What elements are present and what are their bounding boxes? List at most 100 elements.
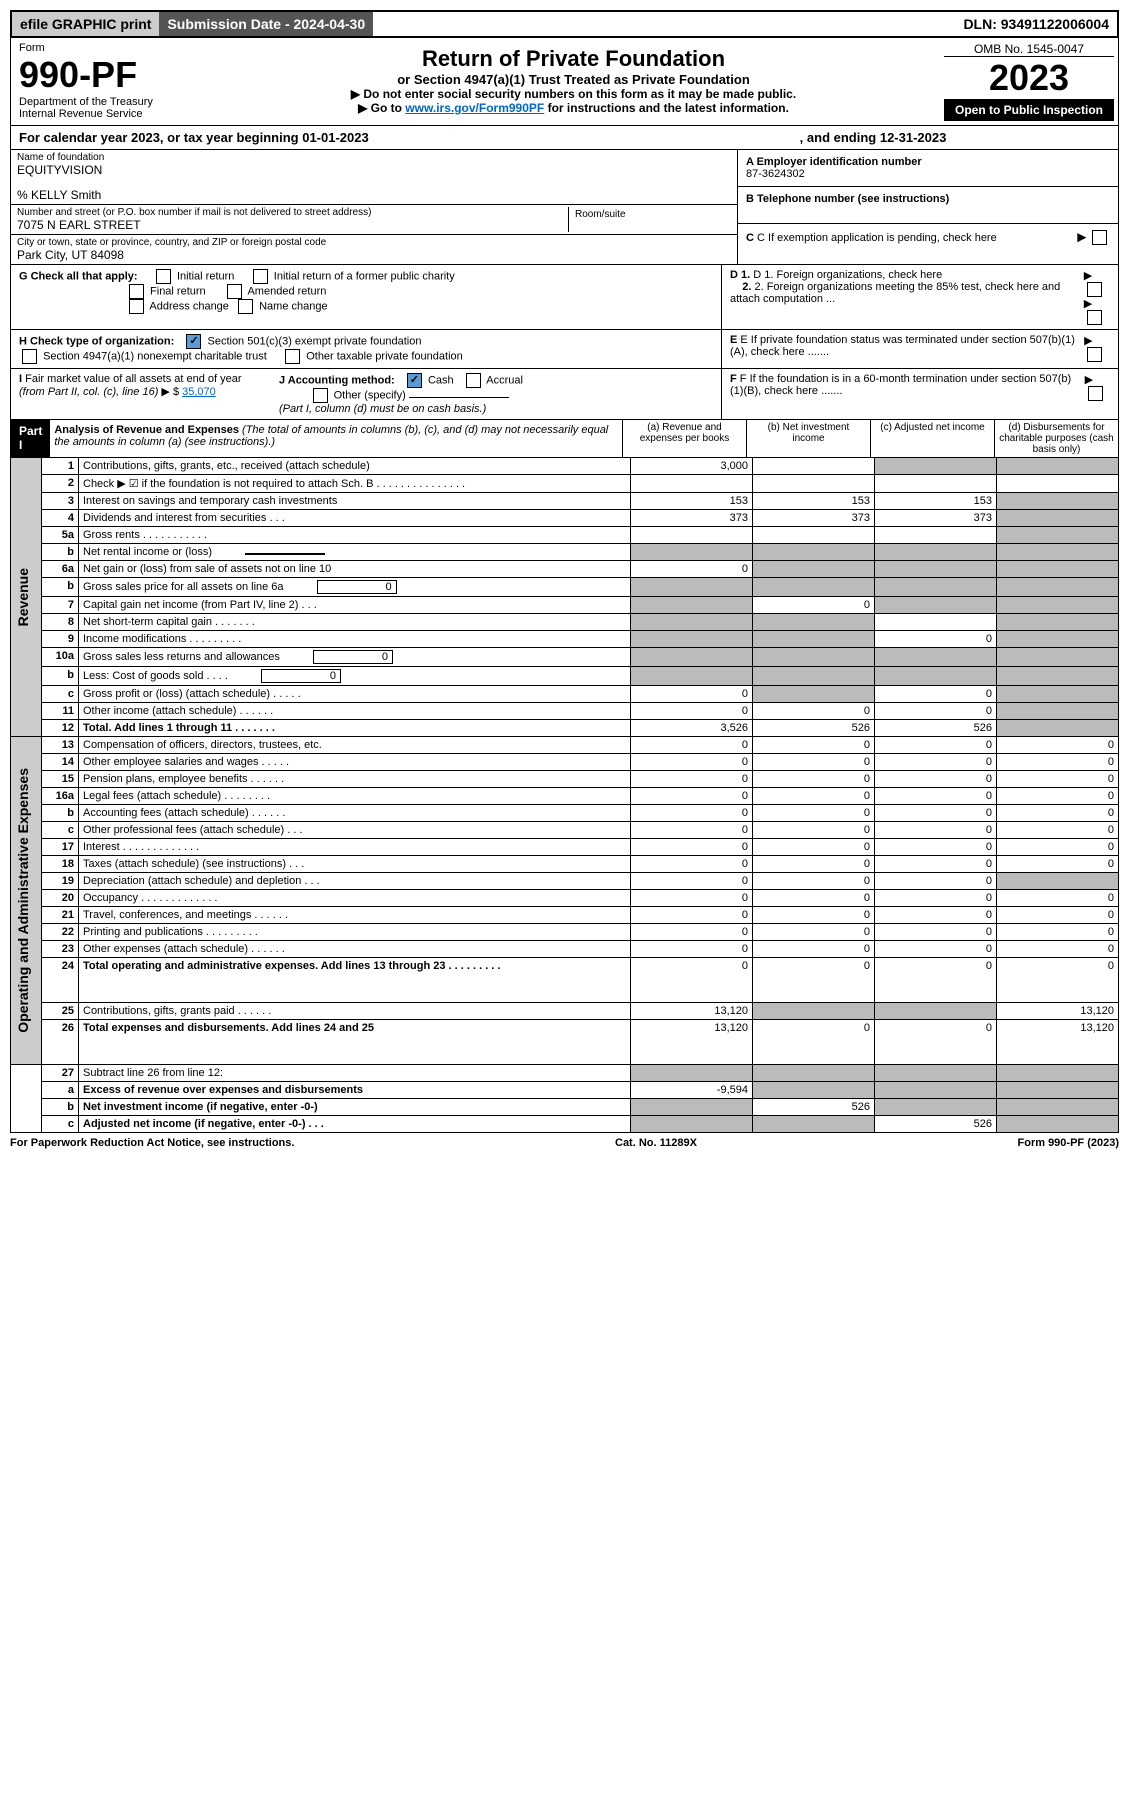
spacer <box>373 20 955 28</box>
cell: 0 <box>997 924 1119 941</box>
part-label: Part I <box>11 420 50 457</box>
line-num: c <box>42 1116 79 1133</box>
checkbox-d1[interactable] <box>1087 282 1102 297</box>
line-desc: Interest . . . . . . . . . . . . . <box>79 839 631 856</box>
cell: 0 <box>997 839 1119 856</box>
checkbox-accrual[interactable] <box>466 373 481 388</box>
table-row: bAccounting fees (attach schedule) . . .… <box>11 805 1119 822</box>
table-row: 10aGross sales less returns and allowanc… <box>11 648 1119 667</box>
pending-row: C C If exemption application is pending,… <box>738 224 1118 251</box>
line-desc: Legal fees (attach schedule) . . . . . .… <box>79 788 631 805</box>
table-row: bNet rental income or (loss) <box>11 544 1119 561</box>
cell <box>631 544 753 561</box>
cell: 0 <box>997 941 1119 958</box>
cell: 0 <box>631 561 753 578</box>
line-num: 18 <box>42 856 79 873</box>
line-num: 11 <box>42 703 79 720</box>
checkbox-c[interactable] <box>1092 230 1107 245</box>
cell <box>753 1082 875 1099</box>
cell <box>997 1082 1119 1099</box>
checkbox-g4[interactable] <box>227 284 242 299</box>
cell: 0 <box>997 958 1119 1003</box>
fmv-link[interactable]: 35,070 <box>182 386 216 398</box>
cell <box>875 561 997 578</box>
cell <box>631 475 753 493</box>
checkbox-e[interactable] <box>1087 347 1102 362</box>
table-row: 15Pension plans, employee benefits . . .… <box>11 771 1119 788</box>
cell: 0 <box>875 839 997 856</box>
cell: 0 <box>875 822 997 839</box>
cell: 0 <box>631 856 753 873</box>
checks-section: G Check all that apply: Initial return I… <box>10 265 1119 420</box>
form-header: Form 990-PF Department of the Treasury I… <box>10 38 1119 126</box>
checkbox-g5[interactable] <box>129 299 144 314</box>
cell <box>631 667 753 686</box>
line-desc: Excess of revenue over expenses and disb… <box>79 1082 631 1099</box>
cell <box>997 720 1119 737</box>
checkbox-g6[interactable] <box>238 299 253 314</box>
checkbox-g2[interactable] <box>253 269 268 284</box>
cell <box>631 1116 753 1133</box>
cell: 0 <box>631 686 753 703</box>
street: 7075 N EARL STREET <box>17 218 568 232</box>
cell: 0 <box>631 890 753 907</box>
submission-date: Submission Date - 2024-04-30 <box>159 12 373 36</box>
table-row: 25Contributions, gifts, grants paid . . … <box>11 1003 1119 1020</box>
h1: Section 501(c)(3) exempt private foundat… <box>207 335 421 347</box>
c-label: C If exemption application is pending, c… <box>757 232 997 244</box>
cell <box>753 631 875 648</box>
checkbox-cash[interactable] <box>407 373 422 388</box>
form-label: Form <box>19 42 199 54</box>
table-row: 2Check ▶ ☑ if the foundation is not requ… <box>11 475 1119 493</box>
line-desc: Contributions, gifts, grants paid . . . … <box>79 1003 631 1020</box>
cell <box>875 597 997 614</box>
cell: 0 <box>753 805 875 822</box>
cell <box>997 873 1119 890</box>
cell <box>631 648 753 667</box>
year-cell: OMB No. 1545-0047 2023 Open to Public In… <box>940 38 1118 125</box>
line-num: 21 <box>42 907 79 924</box>
cell: -9,594 <box>631 1082 753 1099</box>
checkbox-h2[interactable] <box>22 349 37 364</box>
checkbox-h1[interactable] <box>186 334 201 349</box>
cell: 13,120 <box>997 1003 1119 1020</box>
title-cell: Return of Private Foundation or Section … <box>207 38 940 125</box>
checkbox-g1[interactable] <box>156 269 171 284</box>
table-row: bLess: Cost of goods sold . . . . 0 <box>11 667 1119 686</box>
cell <box>753 527 875 544</box>
cell <box>631 1099 753 1116</box>
line-desc: Occupancy . . . . . . . . . . . . . <box>79 890 631 907</box>
line-num: c <box>42 686 79 703</box>
line-desc: Contributions, gifts, grants, etc., rece… <box>79 458 631 475</box>
cell: 13,120 <box>631 1003 753 1020</box>
cell: 0 <box>753 597 875 614</box>
line-desc: Total. Add lines 1 through 11 . . . . . … <box>79 720 631 737</box>
cell: 0 <box>997 754 1119 771</box>
cell: 526 <box>875 1116 997 1133</box>
cell <box>875 1065 997 1082</box>
cell: 0 <box>875 856 997 873</box>
line-num: 2 <box>42 475 79 493</box>
checkbox-g3[interactable] <box>129 284 144 299</box>
line-desc: Gross profit or (loss) (attach schedule)… <box>79 686 631 703</box>
checkbox-h3[interactable] <box>285 349 300 364</box>
checkbox-d2[interactable] <box>1087 310 1102 325</box>
form-link[interactable]: www.irs.gov/Form990PF <box>405 101 544 115</box>
cell: 0 <box>631 924 753 941</box>
data-table: Revenue1Contributions, gifts, grants, et… <box>10 458 1119 1133</box>
cal-begin: For calendar year 2023, or tax year begi… <box>19 130 369 145</box>
line-num: 15 <box>42 771 79 788</box>
line-num: b <box>42 667 79 686</box>
checkbox-other[interactable] <box>313 388 328 403</box>
cell: 0 <box>997 788 1119 805</box>
line-num: c <box>42 822 79 839</box>
line-num: 6a <box>42 561 79 578</box>
col-b: (b) Net investment income <box>746 420 870 457</box>
cell: 0 <box>997 856 1119 873</box>
footer-right: Form 990-PF (2023) <box>1018 1137 1120 1149</box>
d1: D 1. Foreign organizations, check here <box>753 269 942 281</box>
cell <box>997 648 1119 667</box>
checkbox-f[interactable] <box>1088 386 1103 401</box>
line-num: 25 <box>42 1003 79 1020</box>
cell: 0 <box>875 805 997 822</box>
